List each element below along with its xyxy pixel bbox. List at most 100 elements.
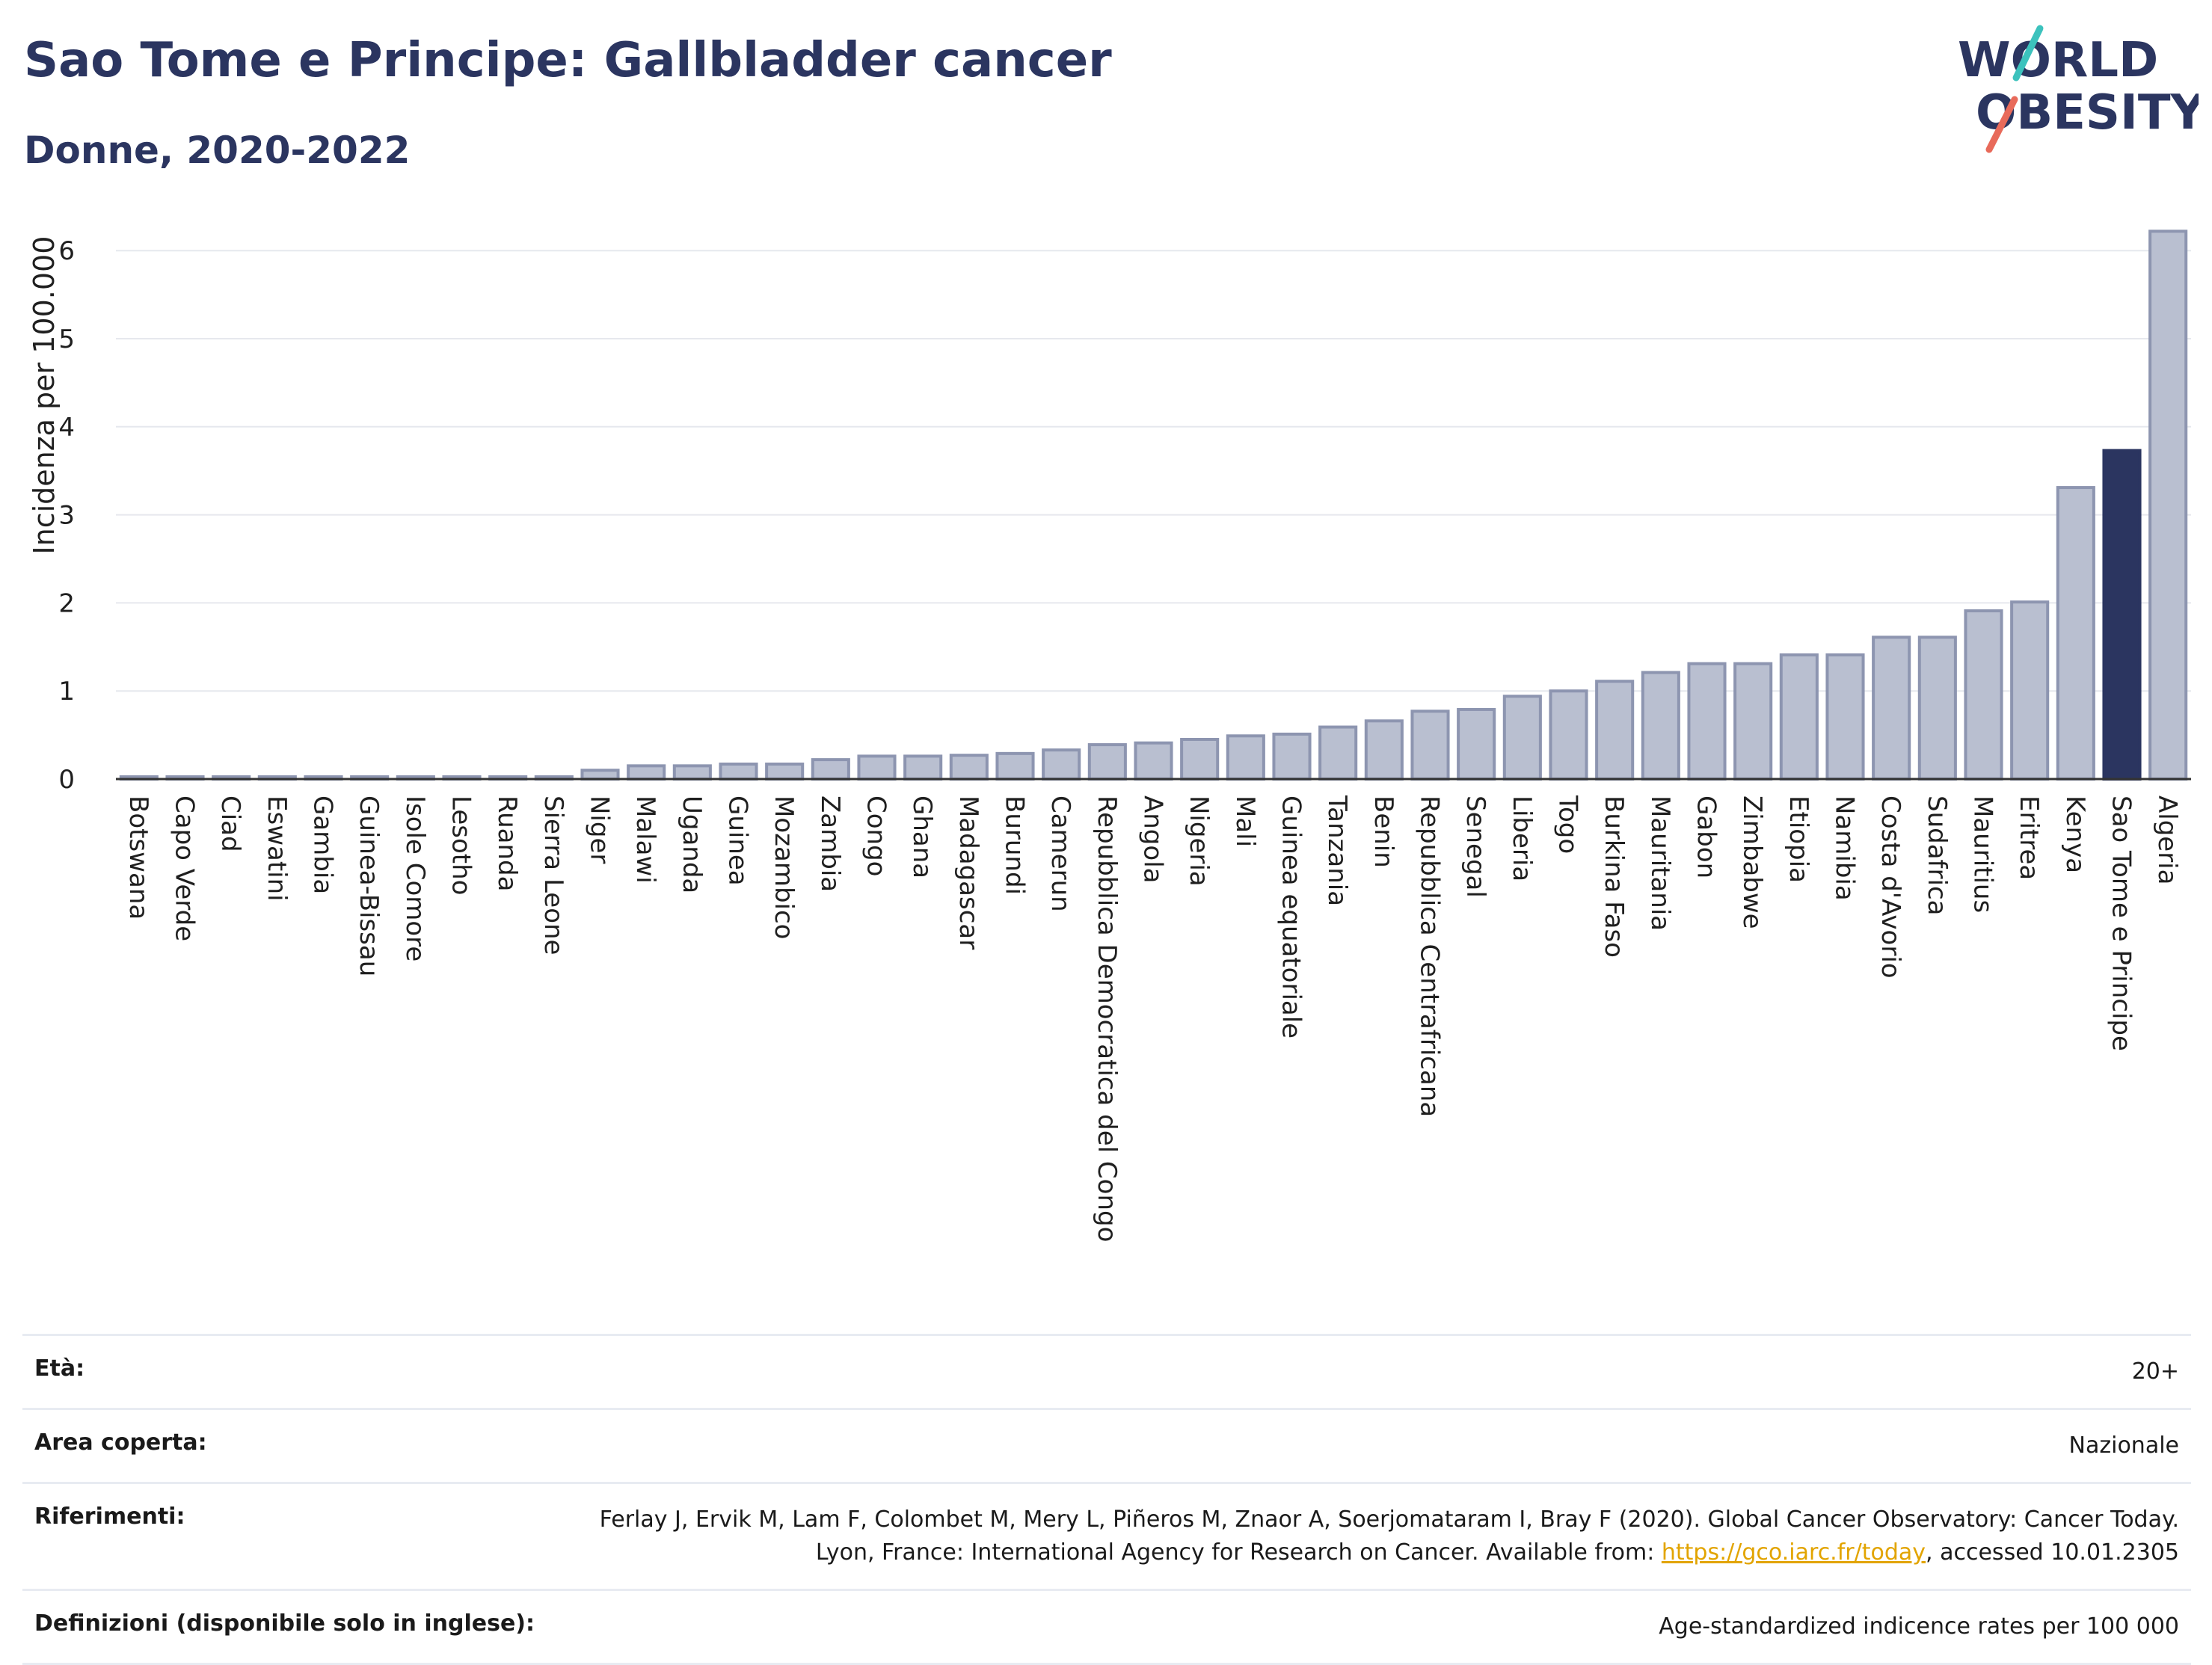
info-value-text: 20+ — [2131, 1358, 2179, 1385]
x-tick-label: Mauritania — [1645, 795, 1675, 931]
x-tick-label: Eswatini — [262, 795, 292, 902]
bar — [1825, 653, 1865, 781]
bar — [811, 758, 850, 781]
bar — [1549, 689, 1588, 781]
info-value-suffix: , accessed 10.01.2305 — [1926, 1539, 2179, 1566]
info-value-text: Nazionale — [2068, 1432, 2179, 1459]
x-tick-label: Sierra Leone — [538, 795, 568, 955]
y-tick-label: 0 — [58, 765, 75, 795]
info-row: Area coperta: Nazionale — [22, 1408, 2191, 1482]
bar — [995, 751, 1035, 781]
y-tick-label: 2 — [58, 588, 75, 618]
x-tick-label: Mauritius — [1968, 795, 1998, 913]
info-row: Età: 20+ — [22, 1334, 2191, 1408]
reference-link[interactable]: https://gco.iarc.fr/today — [1661, 1539, 1926, 1566]
bar — [1733, 662, 1773, 781]
x-tick-label: Repubblica Democratica del Congo — [1092, 795, 1122, 1242]
bar — [1226, 734, 1265, 781]
bar — [719, 762, 758, 781]
bar — [1641, 671, 1680, 781]
bar — [1180, 737, 1220, 781]
x-tick-label: Zimbabwe — [1737, 795, 1767, 929]
y-tick-label: 1 — [58, 677, 75, 707]
x-tick-label: Gabon — [1692, 795, 1721, 878]
x-tick-label: Nigeria — [1184, 795, 1214, 887]
gridlines — [116, 250, 2191, 692]
x-tick-label: Niger — [585, 795, 615, 864]
x-tick-label: Malawi — [630, 795, 660, 884]
x-tick-label: Madagascar — [953, 795, 983, 950]
x-tick-label: Sudafrica — [1922, 795, 1952, 915]
info-row: Definizioni (disponibile solo in inglese… — [22, 1589, 2191, 1665]
x-tick-label: Lesotho — [446, 795, 476, 895]
logo-slash-upper — [2012, 25, 2044, 81]
bar — [1872, 635, 1911, 781]
chart-subtitle: Donne, 2020-2022 — [24, 129, 411, 172]
y-axis-label: Incidenza per 100.000 — [28, 236, 61, 555]
bar — [1595, 680, 1635, 781]
y-tick-label: 3 — [58, 501, 75, 531]
logo-slash-lower — [1985, 96, 2018, 153]
x-tick-label: Ruanda — [492, 795, 522, 891]
bar — [903, 754, 943, 781]
info-value: Nazionale — [2069, 1429, 2179, 1462]
x-tick-label: Guinea — [723, 795, 753, 886]
bar — [1318, 725, 1358, 781]
bar — [1779, 653, 1819, 781]
x-tick-label: Angola — [1138, 795, 1168, 883]
info-table: Età: 20+ Area coperta: Nazionale Riferimenti… — [22, 1334, 2191, 1665]
bar — [1964, 609, 2003, 781]
info-value: Age-standardized indicence rates per 100… — [1659, 1610, 2179, 1643]
x-tick-label: Etiopia — [1784, 795, 1813, 883]
x-tick-label: Mali — [1230, 795, 1260, 847]
x-tick-label: Ciad — [215, 795, 245, 852]
bar — [1917, 635, 1957, 781]
x-tick-label: Burkina Faso — [1599, 795, 1629, 958]
bar — [1087, 743, 1127, 781]
x-tick-label: Guinea equatoriale — [1276, 795, 1306, 1038]
y-tick-label: 6 — [58, 236, 75, 266]
info-key: Età: — [34, 1355, 85, 1382]
bar — [580, 769, 620, 781]
bar — [1134, 741, 1173, 781]
logo-line2: OBESITY — [1976, 85, 2199, 141]
bar — [1457, 707, 1496, 781]
x-tick-label: Eritrea — [2014, 795, 2044, 880]
info-key: Area coperta: — [34, 1429, 207, 1456]
info-value-text: Age-standardized indicence rates per 100… — [1659, 1613, 2179, 1640]
bar — [1410, 710, 1450, 781]
x-tick-label: Zambia — [815, 795, 845, 892]
y-tick-label: 5 — [58, 324, 75, 354]
info-value: 20+ — [2132, 1355, 2179, 1388]
x-tick-label: Benin — [1368, 795, 1398, 868]
x-tick-label: Uganda — [677, 795, 707, 893]
x-axis-labels: Botswana Capo Verde Ciad Eswatini Gambia Guin… — [123, 795, 2182, 1242]
chart-title: Sao Tome e Principe: Gallbladder cancer — [24, 33, 1112, 88]
bar — [627, 764, 666, 781]
x-tick-label: Namibia — [1830, 795, 1860, 901]
bar — [1364, 719, 1404, 781]
x-tick-label: Ghana — [907, 795, 937, 878]
x-tick-label: Mozambico — [769, 795, 799, 939]
y-axis-ticks: 0 1 2 3 4 5 6 — [58, 236, 75, 795]
bar — [765, 762, 805, 781]
bar — [2010, 600, 2050, 781]
y-tick-label: 4 — [58, 413, 75, 443]
x-tick-label: Togo — [1553, 795, 1583, 854]
bar-chart: 0 1 2 3 4 5 6 Botswana Capo Verde Ciad Eswatini Ga… — [28, 230, 2191, 1242]
info-key: Definizioni (disponibile solo in inglese… — [34, 1610, 535, 1637]
bar — [2056, 486, 2095, 781]
x-tick-label: Tanzania — [1322, 795, 1352, 906]
x-tick-label: Kenya — [2060, 795, 2090, 873]
bar-highlight — [2102, 449, 2142, 781]
world-obesity-logo: WORLD OBESITY — [1958, 25, 2199, 153]
x-tick-label: Burundi — [1000, 795, 1030, 895]
bar — [1272, 732, 1312, 781]
x-tick-label: Sao Tome e Principe — [2107, 795, 2136, 1051]
x-tick-label: Senegal — [1460, 795, 1490, 898]
info-value-text: Ferlay J, Ervik M, Lam F, Colombet M, Me… — [599, 1506, 2179, 1566]
bar — [1687, 662, 1727, 781]
x-tick-label: Gambia — [308, 795, 338, 894]
logo-line1: WORLD — [1958, 33, 2158, 88]
info-row: Riferimenti: Ferlay J, Ervik M, Lam F, Co… — [22, 1482, 2191, 1589]
